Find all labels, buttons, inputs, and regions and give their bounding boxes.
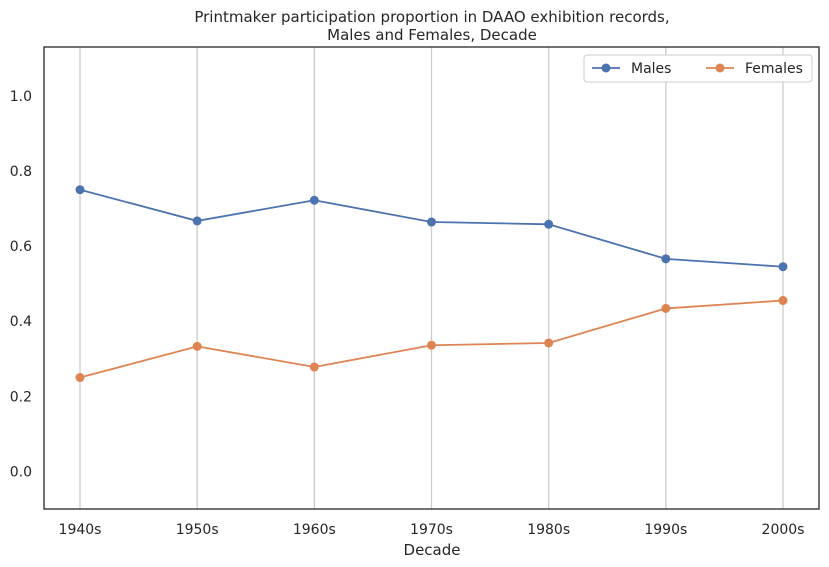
- legend-label-males: Males: [631, 61, 671, 77]
- data-point-males-1950s: [192, 216, 202, 226]
- data-point-males-1960s: [309, 195, 319, 205]
- y-tick-labels: 0.0 0.2 0.4 0.6 0.8 1.0: [10, 89, 32, 481]
- data-point-males-1970s: [427, 217, 436, 227]
- y-tick-label: 0.4: [10, 314, 32, 330]
- x-axis-label: Decade: [404, 541, 461, 559]
- x-tick-label: 2000s: [762, 522, 805, 538]
- x-tick-label: 1990s: [644, 522, 687, 538]
- legend-label-females: Females: [745, 61, 803, 77]
- data-point-females-1940s: [75, 373, 85, 383]
- series-females: [75, 296, 788, 383]
- y-tick-label: 0.2: [10, 389, 32, 405]
- y-tick-label: 0.6: [10, 239, 32, 255]
- chart-title-line-1: Printmaker participation proportion in D…: [194, 8, 669, 26]
- legend-swatch-males-marker: [601, 63, 611, 73]
- data-point-males-1940s: [75, 185, 85, 195]
- data-point-females-2000s: [778, 296, 788, 306]
- y-tick-label: 1.0: [10, 89, 32, 105]
- data-point-females-1980s: [544, 338, 554, 348]
- x-tick-label: 1940s: [59, 522, 102, 538]
- data-point-females-1990s: [661, 303, 671, 313]
- series-males: [75, 185, 788, 272]
- chart-title-line-2: Males and Females, Decade: [327, 26, 537, 44]
- data-point-females-1970s: [427, 340, 436, 350]
- data-point-females-1950s: [192, 341, 202, 351]
- legend-frame: [583, 54, 813, 83]
- legend-swatch-females-marker: [715, 63, 725, 73]
- plot-frame: [43, 46, 820, 510]
- data-point-males-2000s: [778, 262, 788, 272]
- data-point-males-1990s: [661, 254, 671, 264]
- x-tick-label: 1970s: [410, 522, 453, 538]
- legend: Males Females: [583, 54, 813, 83]
- y-tick-label: 0.0: [10, 464, 32, 480]
- x-tick-label: 1950s: [176, 522, 219, 538]
- y-tick-label: 0.8: [10, 164, 32, 180]
- x-tick-label: 1980s: [527, 522, 570, 538]
- series-layer: [75, 185, 788, 383]
- grid-lines: [79, 47, 784, 509]
- data-point-females-1960s: [309, 362, 319, 372]
- x-tick-label: 1960s: [293, 522, 336, 538]
- x-tick-labels: 1940s 1950s 1960s 1970s 1980s 1990s 2000s: [59, 522, 805, 538]
- data-point-males-1980s: [544, 219, 554, 229]
